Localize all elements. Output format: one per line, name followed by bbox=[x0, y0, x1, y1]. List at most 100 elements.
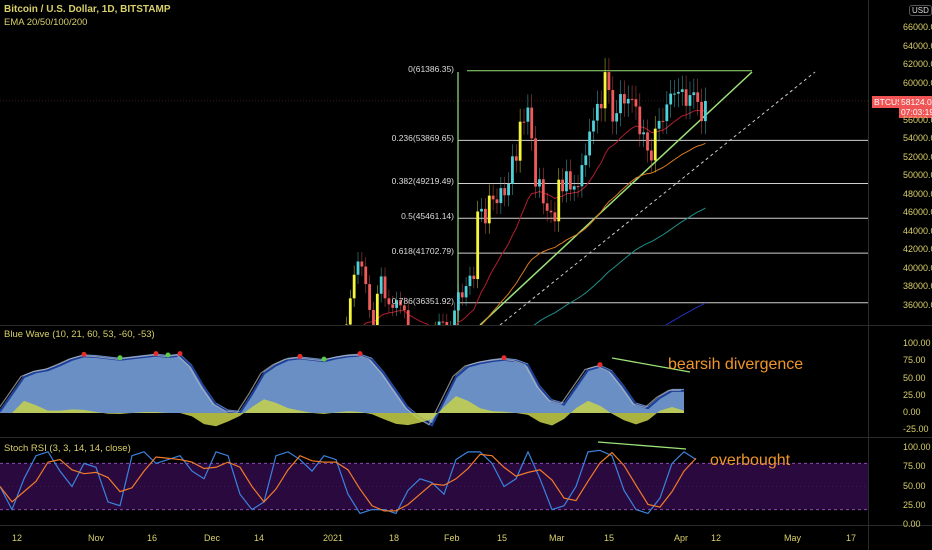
blue-wave-axis-label: -25.00 bbox=[903, 424, 929, 435]
candle-body bbox=[626, 98, 630, 104]
stoch-band bbox=[0, 463, 868, 510]
time-axis-label: May bbox=[784, 533, 802, 543]
candle-body bbox=[549, 210, 553, 213]
candle-body bbox=[360, 261, 364, 267]
candle-body bbox=[341, 336, 344, 344]
candle-body bbox=[472, 275, 476, 280]
candle-body bbox=[580, 165, 584, 187]
time-axis-label: 15 bbox=[604, 533, 615, 543]
candle-body bbox=[630, 98, 634, 100]
stoch-axis-label: 0.00 bbox=[903, 519, 921, 529]
time-axis-label: 12 bbox=[711, 533, 722, 543]
candle-body bbox=[688, 95, 692, 106]
price-axis-label: 62000.00 bbox=[903, 59, 932, 70]
candle-body bbox=[364, 266, 368, 285]
candle-body bbox=[456, 292, 460, 311]
trend-line bbox=[479, 71, 753, 325]
divergence-annotation: bearsih divergence bbox=[668, 356, 804, 373]
candle-body bbox=[383, 276, 387, 299]
candle-body bbox=[615, 113, 619, 122]
blue-wave-axis-label: 25.00 bbox=[903, 389, 926, 400]
buy-dot bbox=[321, 356, 327, 362]
price-axis-label: 48000.00 bbox=[903, 188, 932, 199]
candle-body bbox=[565, 171, 568, 192]
price-axis-label: 66000.00 bbox=[903, 22, 932, 32]
candle-body bbox=[649, 150, 653, 161]
candle-body bbox=[487, 195, 491, 224]
candle-body bbox=[445, 321, 449, 325]
candle-body bbox=[434, 329, 437, 357]
candle-body bbox=[422, 340, 425, 341]
candle-body bbox=[622, 94, 626, 104]
candle-body bbox=[553, 212, 557, 222]
time-axis-label: 18 bbox=[389, 533, 400, 543]
blue-wave-axis-label: 100.00 bbox=[903, 338, 931, 348]
blue-wave-legend: Blue Wave (10, 21, 60, 53, -60, -53) bbox=[4, 329, 155, 340]
candle-body bbox=[418, 340, 421, 342]
candle-body bbox=[348, 298, 352, 325]
candle-body bbox=[441, 321, 445, 323]
time-axis-label: 14 bbox=[254, 533, 265, 543]
sell-dot bbox=[501, 355, 507, 361]
last-price: 58124.04 bbox=[901, 97, 932, 107]
candle-body bbox=[534, 138, 537, 187]
candle-body bbox=[379, 276, 383, 294]
candle-body bbox=[468, 275, 472, 287]
candle-body bbox=[453, 310, 456, 325]
price-axis-label: 46000.00 bbox=[903, 207, 932, 218]
fib-level-label: 0.786(36351.92) bbox=[391, 295, 454, 306]
candle-body bbox=[491, 195, 495, 200]
candle-body bbox=[415, 334, 418, 343]
candle-body bbox=[514, 156, 518, 161]
blue-wave-axis-label: 50.00 bbox=[903, 372, 926, 383]
candle-body bbox=[522, 121, 526, 123]
candle-body bbox=[561, 179, 564, 192]
fib-level-label: 0.382(49219.49) bbox=[391, 176, 454, 187]
candle-body bbox=[619, 94, 622, 114]
candle-body bbox=[665, 104, 669, 122]
symbol-title: Bitcoin / U.S. Dollar, 1D, BITSTAMP bbox=[4, 4, 171, 15]
candle-body bbox=[368, 284, 371, 310]
candle-body bbox=[437, 321, 441, 325]
candle-body bbox=[607, 72, 611, 91]
stoch-axis-label: 75.00 bbox=[903, 461, 926, 472]
blue-wave-area bbox=[0, 353, 684, 424]
time-axis-label: 15 bbox=[497, 533, 508, 543]
blue-wave-signal-line bbox=[0, 354, 681, 426]
currency-button[interactable]: USD bbox=[909, 5, 932, 16]
blue-wave-axis-label: 0.00 bbox=[903, 407, 921, 417]
last-price-tag: 58124.0407:03:19 bbox=[899, 96, 932, 118]
time-axis-label: 16 bbox=[147, 533, 158, 543]
candle-body bbox=[499, 188, 503, 204]
ema-100-line bbox=[533, 207, 706, 325]
candle-body bbox=[700, 101, 703, 122]
price-axis-label: 52000.00 bbox=[903, 151, 932, 162]
price-axis-label: 60000.00 bbox=[903, 77, 932, 88]
candle-body bbox=[541, 179, 545, 204]
stoch-k-line bbox=[0, 449, 697, 515]
sell-dot bbox=[297, 353, 303, 359]
ema-20-line bbox=[363, 109, 706, 325]
fib-level-label: 0.618(41702.79) bbox=[391, 246, 454, 257]
candle-body bbox=[588, 131, 592, 156]
time-axis-label: Feb bbox=[444, 533, 460, 543]
candle-body bbox=[395, 300, 399, 308]
ema-50-line bbox=[480, 142, 706, 325]
candle-body bbox=[460, 292, 464, 298]
candle-body bbox=[518, 121, 522, 161]
price-axis-label: 42000.00 bbox=[903, 244, 932, 255]
candle-body bbox=[599, 103, 603, 109]
candle-body bbox=[530, 107, 534, 139]
candle-body bbox=[495, 199, 499, 204]
candle-body bbox=[449, 329, 452, 333]
candle-body bbox=[557, 179, 561, 222]
candle-body bbox=[572, 186, 576, 190]
fib-level-label: 0.236(53869.65) bbox=[391, 133, 454, 144]
candle-body bbox=[402, 305, 406, 311]
candle-body bbox=[526, 107, 530, 122]
candle-body bbox=[684, 89, 688, 106]
time-axis-label: Apr bbox=[674, 533, 689, 543]
fib-level-label: 0.5(45461.14) bbox=[401, 211, 454, 222]
parallel-trend-line bbox=[499, 71, 816, 325]
